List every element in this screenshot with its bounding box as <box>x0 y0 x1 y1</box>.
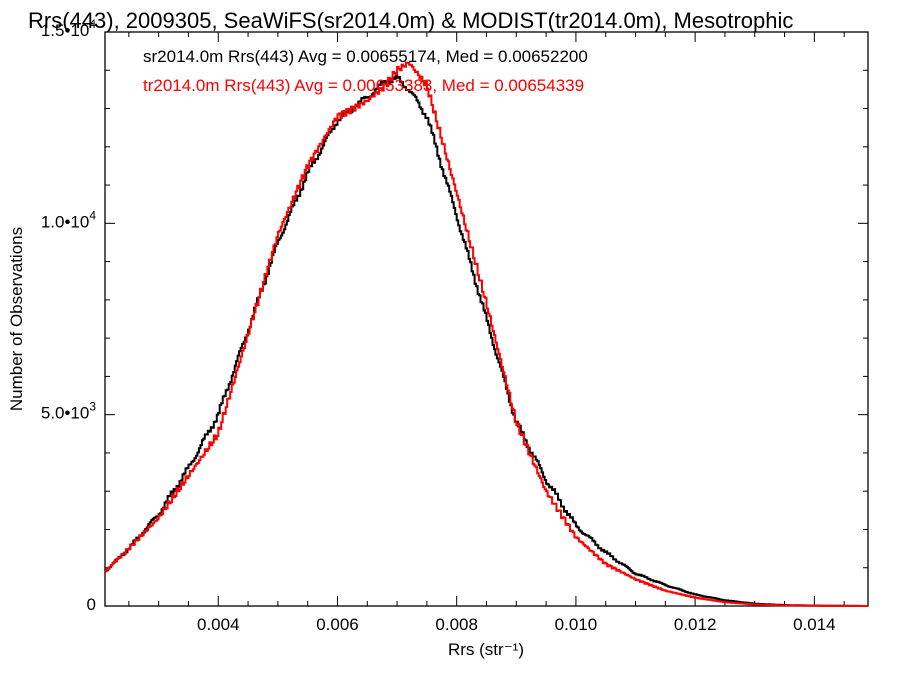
x-axis-label: Rrs (str⁻¹) <box>448 640 524 659</box>
y-tick-label: 1.5•104 <box>41 17 97 40</box>
x-tick-label: 0.014 <box>793 615 836 634</box>
x-tick-label: 0.004 <box>197 615 240 634</box>
x-tick-label: 0.006 <box>316 615 359 634</box>
series-sr2014.0m-line <box>105 73 868 607</box>
legend-sr-label: sr2014.0m Rrs(443) Avg = 0.00655174, Med… <box>143 47 588 66</box>
y-tick-label: 0 <box>87 595 96 614</box>
x-tick-label: 0.008 <box>435 615 478 634</box>
x-tick-label: 0.012 <box>674 615 717 634</box>
y-axis-label: Number of Observations <box>7 227 26 411</box>
y-tick-label: 5.0•103 <box>41 400 97 423</box>
x-tick-label: 0.010 <box>555 615 598 634</box>
legend-tr-label: tr2014.0m Rrs(443) Avg = 0.00653383, Med… <box>143 76 584 95</box>
y-tick-label: 1.0•104 <box>41 208 97 231</box>
plot-marks: 0.004 0.006 0.008 0.010 0.012 0.014 0 5.0•103 1.… <box>41 17 868 634</box>
chart-title: Rrs(443), 2009305, SeaWiFS(sr2014.0m) & … <box>28 8 793 33</box>
series-tr2014.0m-line <box>105 61 868 607</box>
